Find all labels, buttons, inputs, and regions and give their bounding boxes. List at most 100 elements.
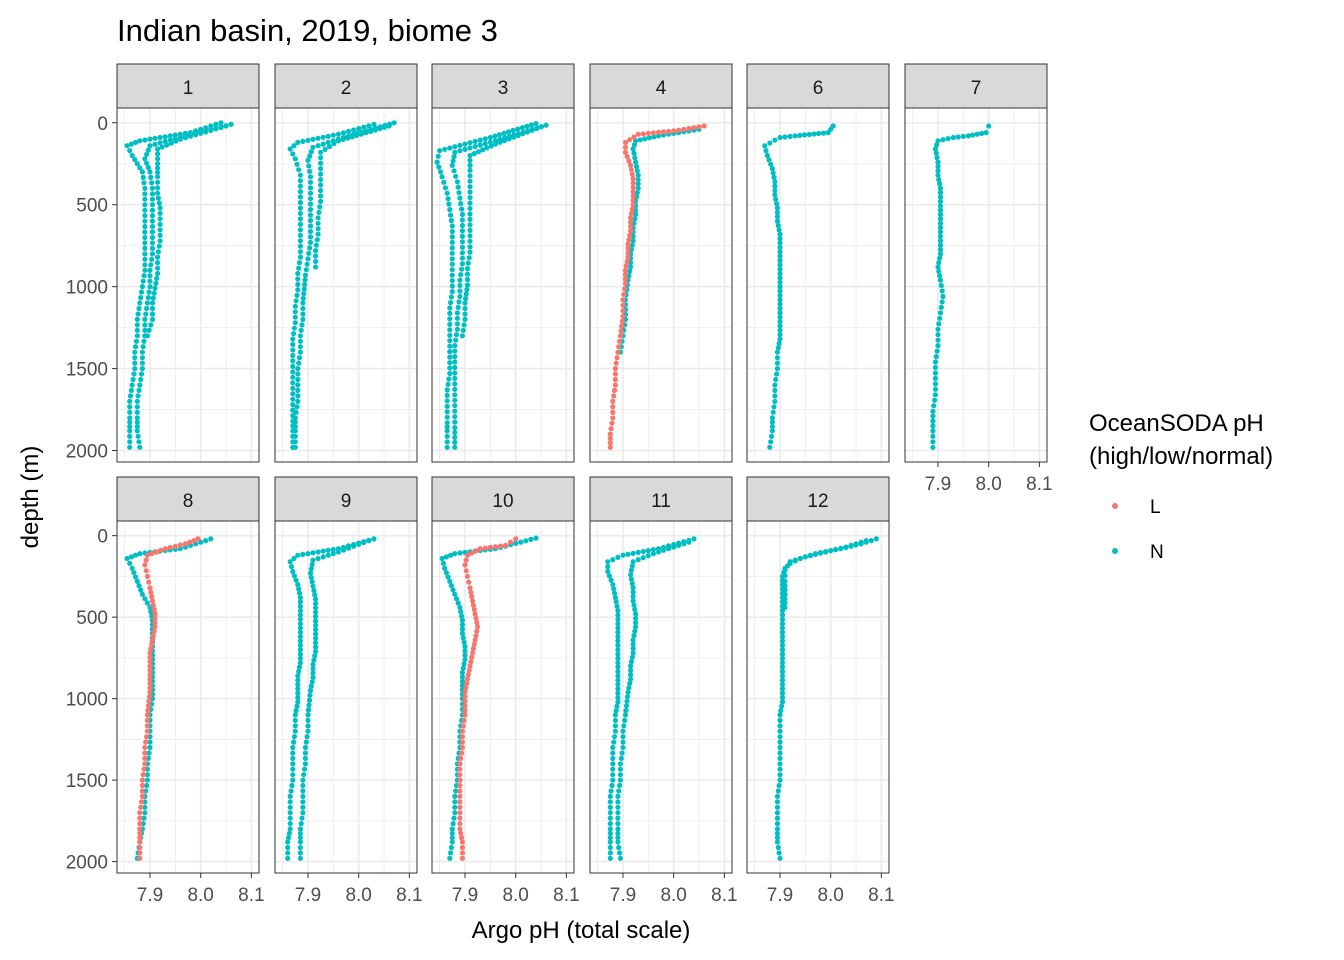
- data-point: [640, 555, 646, 561]
- data-point: [315, 135, 321, 141]
- data-point: [630, 238, 636, 244]
- data-point: [462, 300, 468, 306]
- data-point: [157, 140, 163, 146]
- data-point: [137, 850, 143, 856]
- data-point: [444, 414, 450, 420]
- data-point: [468, 589, 474, 595]
- data-point: [772, 387, 778, 393]
- data-point: [297, 183, 303, 189]
- data-point: [377, 126, 383, 132]
- data-point: [625, 245, 631, 251]
- data-point: [452, 375, 458, 381]
- data-point: [628, 264, 634, 270]
- data-point: [616, 844, 622, 851]
- data-point: [769, 415, 776, 421]
- data-point: [448, 552, 454, 558]
- data-point: [309, 679, 315, 685]
- x-tick-label: 8.1: [1026, 474, 1052, 495]
- data-point: [295, 398, 301, 404]
- data-point: [148, 589, 154, 595]
- data-point: [297, 333, 303, 339]
- data-point: [620, 308, 626, 314]
- data-point: [148, 646, 154, 652]
- data-point: [297, 249, 303, 255]
- data-point: [611, 393, 617, 399]
- data-point: [307, 245, 313, 251]
- data-point: [312, 653, 318, 659]
- data-point: [825, 130, 831, 136]
- data-point: [452, 799, 458, 805]
- data-point: [292, 309, 298, 315]
- data-point: [467, 162, 473, 168]
- data-point: [777, 253, 783, 259]
- data-point: [777, 301, 783, 307]
- data-point: [127, 393, 134, 399]
- data-point: [446, 376, 452, 382]
- y-tick-label: 0: [97, 527, 108, 548]
- data-point: [607, 821, 613, 827]
- data-point: [611, 387, 618, 393]
- data-point: [296, 260, 303, 266]
- data-point: [497, 543, 504, 549]
- data-point: [772, 187, 778, 194]
- data-point: [617, 338, 623, 344]
- x-tick-label: 8.0: [975, 474, 1001, 495]
- data-point: [459, 333, 465, 339]
- profile-N: [144, 123, 229, 339]
- data-point: [607, 431, 613, 437]
- data-point: [774, 201, 780, 207]
- x-tick-label: 8.0: [345, 885, 371, 906]
- data-point: [305, 256, 311, 262]
- data-point: [782, 596, 788, 602]
- data-point: [508, 539, 514, 545]
- data-point: [607, 830, 613, 836]
- data-point: [696, 124, 702, 130]
- data-point: [325, 139, 331, 145]
- data-point: [617, 772, 624, 778]
- legend-label-n: N: [1150, 542, 1164, 563]
- data-point: [318, 187, 324, 194]
- data-point: [463, 291, 469, 297]
- data-point: [617, 855, 624, 861]
- data-point: [650, 551, 657, 557]
- data-point: [615, 655, 621, 662]
- data-point: [315, 143, 321, 149]
- data-point: [152, 285, 158, 291]
- data-point: [779, 664, 786, 670]
- data-point: [777, 712, 783, 718]
- data-point: [297, 595, 303, 601]
- data-point: [464, 286, 470, 293]
- data-point: [937, 216, 944, 222]
- data-point: [442, 185, 449, 191]
- data-point: [298, 821, 304, 827]
- data-point: [457, 772, 463, 778]
- data-point: [459, 855, 465, 861]
- data-point: [299, 815, 305, 821]
- data-point: [162, 134, 168, 140]
- data-point: [619, 318, 625, 324]
- data-point: [297, 349, 303, 355]
- data-point: [642, 136, 648, 142]
- data-point: [610, 761, 616, 767]
- data-point: [611, 586, 617, 592]
- data-point: [149, 551, 155, 557]
- data-point: [777, 327, 783, 333]
- data-point: [300, 782, 306, 789]
- panel-border: [116, 520, 260, 874]
- data-point: [297, 651, 303, 657]
- data-point: [620, 552, 626, 558]
- data-point: [462, 656, 468, 663]
- data-point: [782, 591, 788, 597]
- data-point: [774, 214, 781, 220]
- data-point: [628, 576, 635, 582]
- data-point: [310, 144, 316, 150]
- data-point: [779, 681, 786, 688]
- facet-panel-6: 6: [746, 63, 890, 463]
- data-point: [137, 444, 143, 450]
- facet-strip: [746, 476, 890, 522]
- data-point: [938, 304, 944, 310]
- data-point: [477, 137, 483, 143]
- data-point: [449, 839, 455, 845]
- data-point: [467, 205, 473, 212]
- data-point: [935, 337, 941, 343]
